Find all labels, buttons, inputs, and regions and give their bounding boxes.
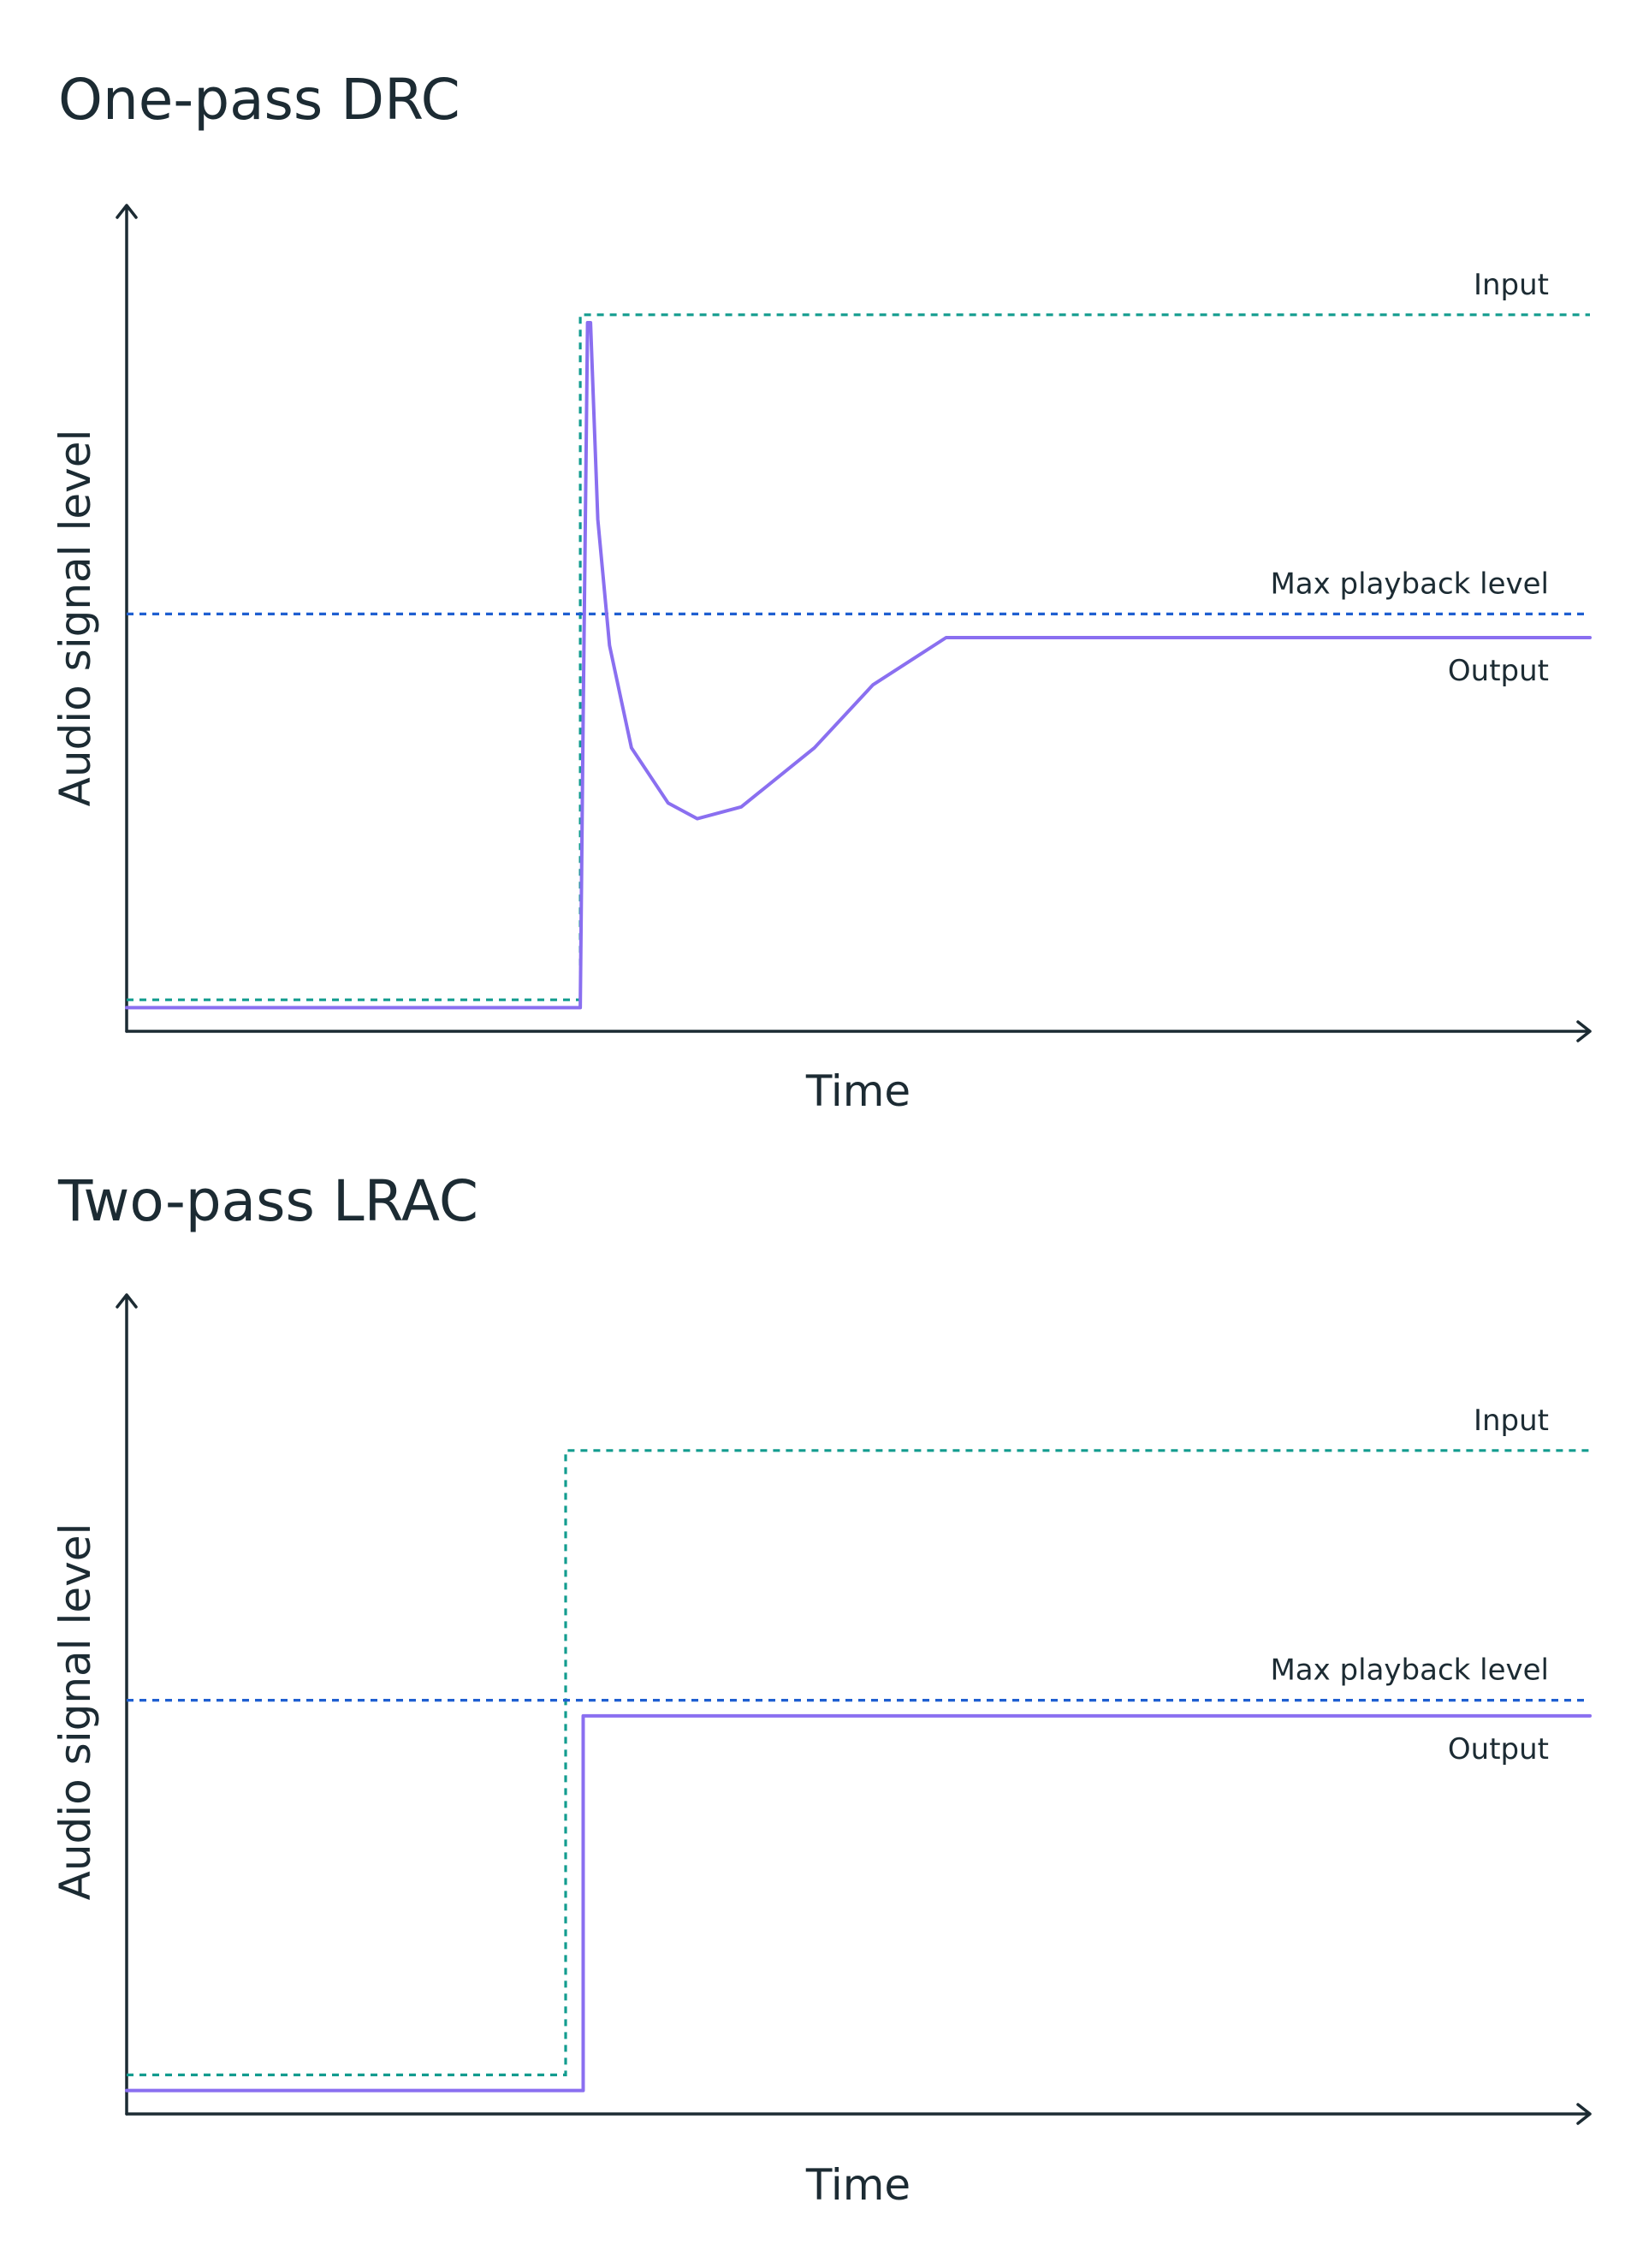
chart-plot-area: Input Max playback level Output Time Audio s… xyxy=(50,1293,1592,2210)
chart-title: Two-pass LRAC xyxy=(58,1168,478,1234)
chart-two-pass-lrac: Two-pass LRAC Input Max playback level Out… xyxy=(0,1134,1643,2268)
series-line-output xyxy=(125,1713,1592,2093)
x-axis-label: Time xyxy=(805,2160,910,2210)
y-axis-label: Audio signal level xyxy=(50,430,100,807)
series-label-output: Output xyxy=(1448,654,1549,688)
series-label-input: Input xyxy=(1474,268,1549,302)
y-axis xyxy=(116,204,138,1033)
x-axis xyxy=(125,2103,1592,2125)
series-label-max-playback-level: Max playback level xyxy=(1270,1654,1549,1688)
series-label-input: Input xyxy=(1474,1404,1549,1438)
series-line-input xyxy=(127,1449,1590,2076)
x-axis-label: Time xyxy=(805,1066,910,1116)
y-axis xyxy=(116,1293,138,2116)
chart-one-pass-drc: One-pass DRC Input Max playback level Outp… xyxy=(50,67,1592,1116)
x-axis xyxy=(125,1020,1592,1042)
chart-plot-area: Input Max playback level Output Time Audio s… xyxy=(50,204,1592,1116)
series-line-output xyxy=(125,321,1592,1010)
y-axis-label: Audio signal level xyxy=(50,1523,100,1901)
chart-title: One-pass DRC xyxy=(58,67,460,133)
series-label-max-playback-level: Max playback level xyxy=(1270,567,1549,601)
series-label-output: Output xyxy=(1448,1732,1549,1766)
series-line-input xyxy=(127,313,1590,1001)
